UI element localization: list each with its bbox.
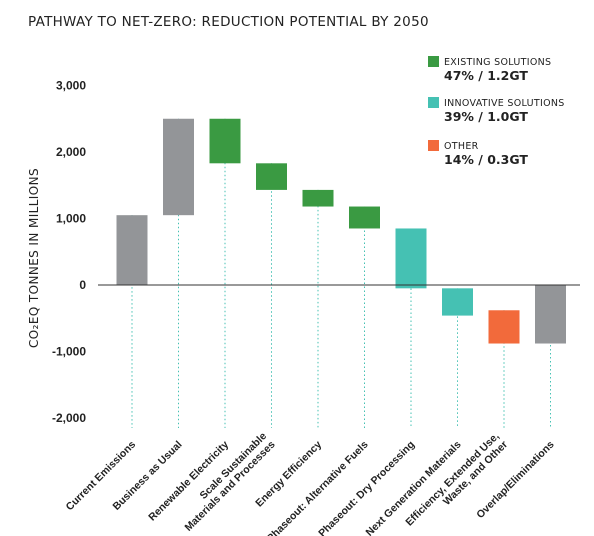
x-tick-label: Phaseout: Dry Processing <box>316 439 417 536</box>
legend-swatch <box>428 140 439 151</box>
y-tick-label: 3,000 <box>56 79 86 93</box>
legend-value: 47% / 1.2GT <box>444 68 528 83</box>
legend-name: OTHER <box>444 141 479 152</box>
y-axis-ticks: -2,000 -1,000 0 1,000 2,000 3,000 <box>52 79 86 426</box>
y-axis-label: CO₂EQ TONNES IN MILLIONS <box>27 168 41 348</box>
bar-1 <box>116 215 148 285</box>
legend-value: 14% / 0.3GT <box>444 152 528 167</box>
x-tick-label-line: Materials and Processes <box>182 439 277 534</box>
y-tick-label: -2,000 <box>52 411 86 425</box>
y-tick-label: -1,000 <box>52 345 86 359</box>
bar-4 <box>256 163 287 190</box>
legend-swatch <box>428 56 439 67</box>
bar-2 <box>163 118 194 216</box>
legend-name: EXISTING SOLUTIONS <box>444 57 551 68</box>
x-tick-label-line: Phaseout: Dry Processing <box>316 439 417 536</box>
bar-3 <box>209 118 241 164</box>
bar-8 <box>442 288 473 316</box>
chart-title: PATHWAY TO NET-ZERO: REDUCTION POTENTIAL… <box>28 14 429 30</box>
y-tick-label: 1,000 <box>56 212 86 226</box>
bar-7 <box>395 228 427 289</box>
bar-group <box>116 118 566 344</box>
bar-9 <box>488 310 520 344</box>
bar-10 <box>535 285 566 344</box>
legend-value: 39% / 1.0GT <box>444 109 528 124</box>
y-tick-label: 0 <box>79 278 86 292</box>
bar-5 <box>302 189 334 207</box>
legend-swatch <box>428 97 439 108</box>
y-tick-label: 2,000 <box>56 145 86 159</box>
legend-name: INNOVATIVE SOLUTIONS <box>444 98 565 109</box>
bar-6 <box>349 206 380 229</box>
